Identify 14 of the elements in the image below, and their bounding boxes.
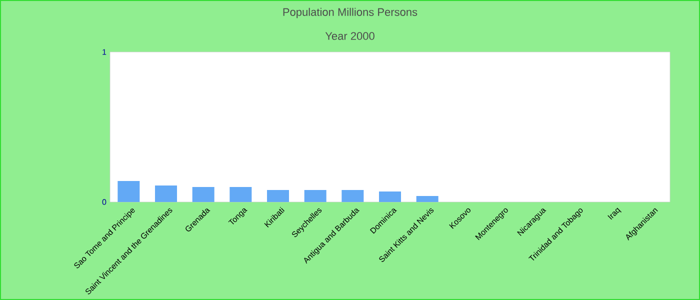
y-tick-label: 0 [102,199,106,205]
y-tick-label: 1 [102,49,106,55]
bar [342,190,364,202]
bar [192,187,214,202]
x-tick-label: Iraq [608,208,622,220]
bar [155,186,178,202]
bar [416,196,438,202]
bar [379,192,402,202]
bar [118,181,140,202]
bar [230,187,252,202]
chart-title: Population Millions Persons [283,8,418,18]
bar [267,190,290,202]
chart-subtitle: Year 2000 [325,32,374,40]
bar [304,190,326,202]
